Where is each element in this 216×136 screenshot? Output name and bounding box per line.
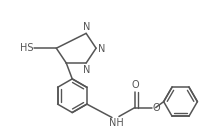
Text: NH: NH [109,118,123,129]
Text: N: N [98,44,105,54]
Text: N: N [83,65,91,75]
Text: O: O [153,103,160,113]
Text: N: N [83,22,91,32]
Text: O: O [131,80,139,90]
Text: HS: HS [20,43,33,53]
